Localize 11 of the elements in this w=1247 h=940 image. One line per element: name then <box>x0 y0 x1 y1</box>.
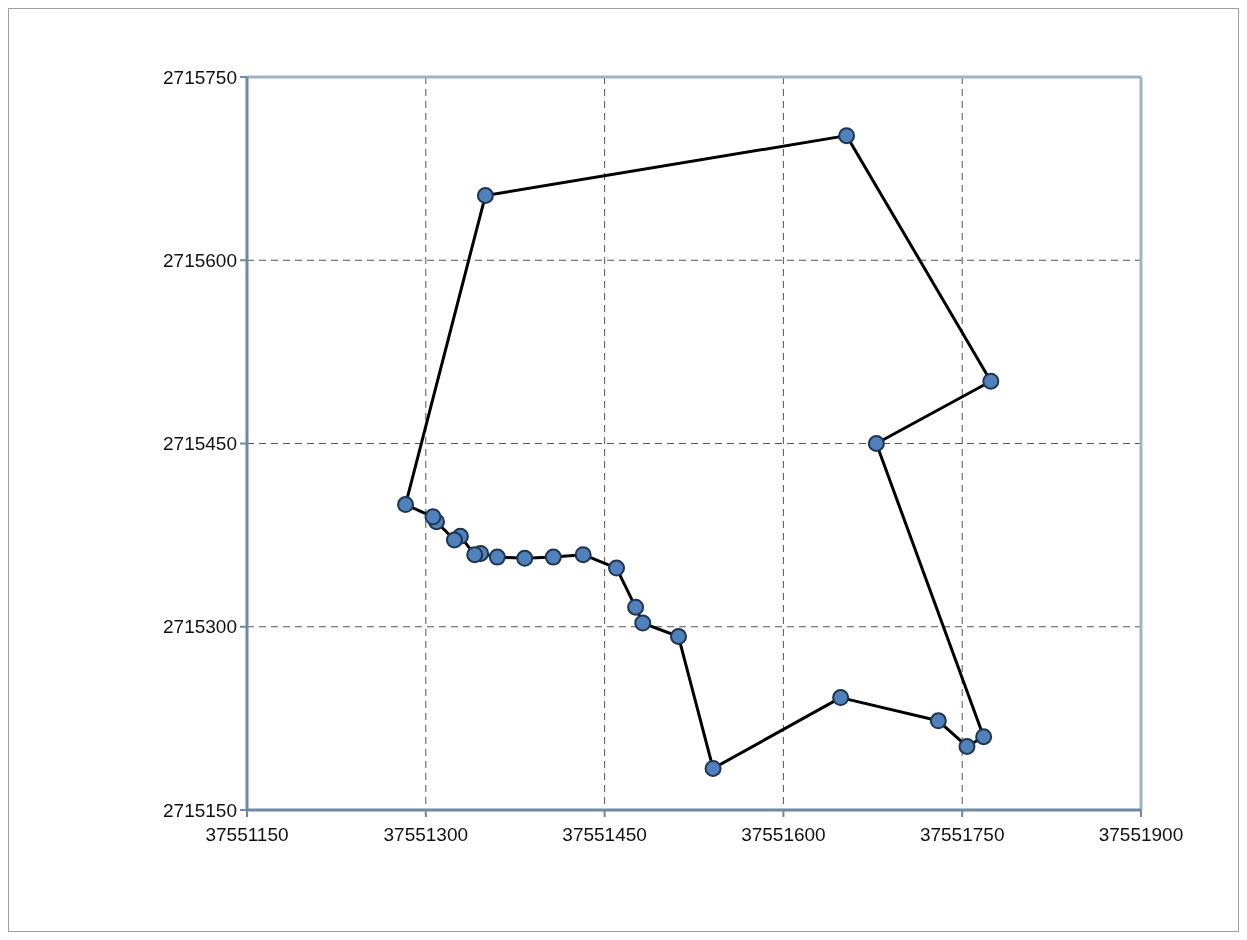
y-tick-label: 2715300 <box>163 616 237 638</box>
x-tick-label: 37551900 <box>1098 824 1184 845</box>
x-tick-label: 37551450 <box>562 824 647 845</box>
y-tick-label: 2715600 <box>163 249 237 271</box>
y-tick-label: 2715150 <box>163 799 237 821</box>
x-tick-label: 37551600 <box>741 824 826 845</box>
x-tick-label: 37551150 <box>205 824 289 845</box>
y-tick-label: 2715750 <box>163 66 237 88</box>
x-tick-label: 37551300 <box>383 824 469 845</box>
y-tick-label: 2715450 <box>163 433 237 455</box>
x-tick-label: 37551750 <box>919 824 1005 845</box>
